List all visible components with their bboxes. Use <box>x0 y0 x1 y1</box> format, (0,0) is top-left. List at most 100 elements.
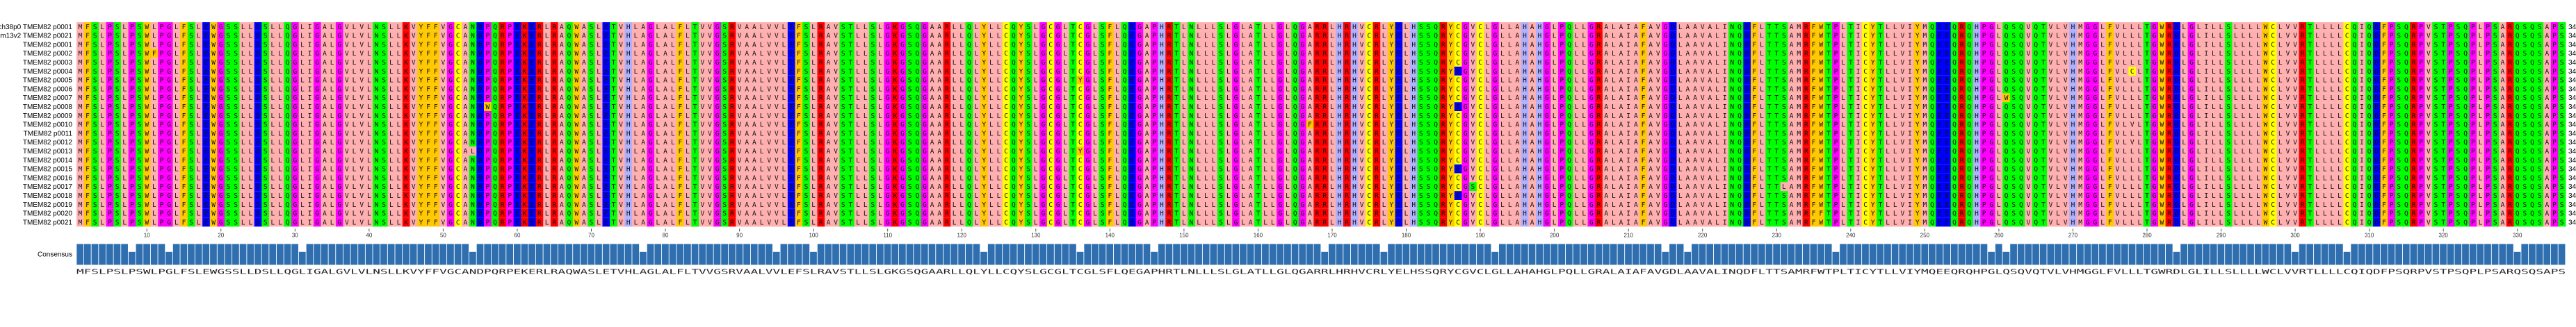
residue-letter: V <box>708 33 712 40</box>
sequence-name[interactable]: TMEM82 p0012 <box>23 139 73 146</box>
sequence-name[interactable]: TMEM82 p0016 <box>23 174 73 182</box>
residue-letter: L <box>2219 68 2223 76</box>
residue-letter: S <box>382 85 386 93</box>
sequence-name[interactable]: TMEM82 p0009 <box>23 112 73 120</box>
residue-letter: N <box>1190 59 1194 67</box>
sequence-name[interactable]: TMEM82 p0021 <box>23 219 73 226</box>
sequence-name[interactable]: TMEM82 p0015 <box>23 166 73 174</box>
sequence-name[interactable]: TMEM82 p0006 <box>23 85 73 93</box>
residue-letter: L <box>300 85 305 93</box>
residue-letter: L <box>389 24 394 31</box>
residue-letter: S <box>227 68 231 76</box>
residue-letter: V <box>442 24 446 31</box>
sequence-name[interactable]: TMEM82 p0017 <box>23 183 73 191</box>
residue-letter: S <box>804 50 809 58</box>
residue-letter: L <box>1508 24 1512 31</box>
residue-letter: E <box>515 33 519 40</box>
residue-letter: V <box>700 85 704 93</box>
residue-letter: N <box>471 41 475 49</box>
residue-letter: W <box>211 33 216 40</box>
residue-letter: S <box>2456 41 2461 49</box>
residue-letter: W <box>574 68 578 76</box>
residue-letter: L <box>856 50 860 58</box>
residue-letter: C <box>1456 41 1460 49</box>
residue-letter: G <box>1086 33 1090 40</box>
residue-letter: L <box>656 68 661 76</box>
residue-letter: A <box>930 33 934 40</box>
residue-letter: L <box>175 85 179 93</box>
residue-letter: Q <box>1567 50 1571 58</box>
residue-letter: T <box>1826 33 1831 40</box>
sequence-name[interactable]: TMEM82 p0003 <box>23 59 73 67</box>
sequence-name[interactable]: TMEM82 p0010 <box>23 121 73 129</box>
sequence-name[interactable]: TMEM82 p0008 <box>23 103 73 111</box>
residue-letter: S <box>2538 33 2542 40</box>
residue-letter: R <box>1345 41 1349 49</box>
residue-letter: R <box>819 85 823 93</box>
residue-letter: F <box>678 33 682 40</box>
residue-letter: V <box>738 68 742 76</box>
residue-letter: D <box>1745 50 1749 58</box>
residue-letter: L <box>2256 68 2260 76</box>
residue-letter: V <box>708 24 712 31</box>
residue-letter: F <box>2108 77 2112 85</box>
residue-letter: H <box>2071 68 2075 76</box>
residue-letter: S <box>138 77 142 85</box>
sequence-name[interactable]: TMEM82 p0018 <box>23 192 73 200</box>
residue-letter: T <box>1826 50 1831 58</box>
residue-letter: L <box>1582 77 1586 85</box>
residue-letter: L <box>634 50 638 58</box>
residue-letter: P <box>130 24 134 31</box>
residue-letter: Y <box>1389 50 1393 58</box>
residue-letter: G <box>900 68 905 76</box>
sequence-name[interactable]: TMEM82 p0011 <box>24 130 73 137</box>
residue-letter: G <box>2189 59 2194 67</box>
sequence-name[interactable]: TMEM82 p0019 <box>23 201 73 209</box>
sequence-name[interactable]: TMEM82 p0020 <box>23 210 73 218</box>
residue-letter: Y <box>419 77 423 85</box>
residue-letter: L <box>864 85 868 93</box>
residue-letter: L <box>864 33 868 40</box>
sequence-name[interactable]: TMEM82 p0005 <box>23 77 73 85</box>
residue-letter: N <box>471 33 475 40</box>
residue-letter: T <box>1826 41 1831 49</box>
residue-letter: I <box>2204 33 2208 40</box>
sequence-name[interactable]: TMEM82 p0001 <box>23 41 73 49</box>
sequence-name[interactable]: TMEM82 p0002 <box>23 50 73 58</box>
residue-letter: E <box>789 59 793 67</box>
residue-letter: C <box>2345 77 2349 85</box>
sequence-name[interactable]: TMEM82 p0013 <box>23 148 73 156</box>
residue-letter: V <box>700 59 704 67</box>
sequence-name[interactable]: grch38p0 TMEM82 p0001 <box>0 24 72 31</box>
residue-letter: Y <box>1389 68 1393 76</box>
residue-letter: F <box>678 68 682 76</box>
residue-letter: E <box>1397 59 1401 67</box>
residue-letter: G <box>2093 50 2098 58</box>
sequence-name[interactable]: chm13v2 TMEM82 p0021 <box>0 33 72 40</box>
sequence-name[interactable]: TMEM82 p0014 <box>23 157 73 165</box>
residue-letter: E <box>1938 24 1942 31</box>
sequence-name[interactable]: TMEM82 p0007 <box>23 94 73 102</box>
residue-letter: S <box>1101 33 1105 40</box>
sequence-name[interactable]: TMEM82 p0004 <box>23 68 73 76</box>
residue-letter: T <box>2145 33 2149 40</box>
residue-letter: L <box>2479 59 2483 67</box>
residue-letter: A <box>663 68 667 76</box>
residue-letter: R <box>552 85 556 93</box>
residue-letter: S <box>908 59 912 67</box>
residue-letter: G <box>1086 77 1090 85</box>
residue-letter: H <box>1352 24 1356 31</box>
residue-letter: A <box>1693 50 1697 58</box>
residue-letter: S <box>138 41 142 49</box>
residue-letter: L <box>1182 24 1186 31</box>
residue-letter: D <box>478 33 483 40</box>
